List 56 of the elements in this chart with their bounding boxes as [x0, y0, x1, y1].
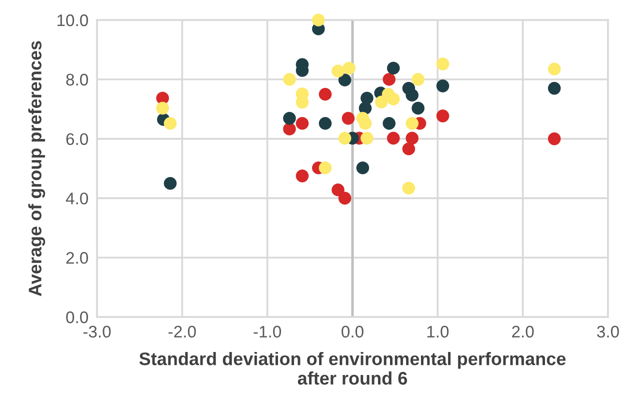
point [283, 122, 296, 136]
point [356, 162, 370, 174]
y-axis-title: Average of group preferences [28, 41, 46, 296]
point [386, 62, 400, 75]
point [360, 132, 374, 145]
point [382, 116, 396, 130]
x-axis-title: Standard deviation of environmental performance after round 6 [139, 352, 566, 385]
point [164, 176, 177, 190]
x-tick-label: 2.0 [512, 326, 534, 338]
point [406, 132, 419, 145]
point [296, 170, 309, 182]
point [436, 110, 450, 122]
x-tick-label: 3.0 [597, 326, 619, 338]
point [402, 142, 416, 156]
point [318, 88, 332, 101]
y-tick-label: 6.0 [66, 133, 88, 146]
point [358, 102, 372, 115]
point [318, 162, 332, 174]
point [412, 73, 424, 86]
point [386, 132, 400, 145]
y-tick-label: 8.0 [66, 74, 88, 86]
point [386, 92, 400, 106]
point [318, 116, 332, 130]
point [332, 64, 344, 78]
point [283, 73, 296, 86]
x-tick-label: -2.0 [168, 326, 196, 338]
y-tick-label: 2.0 [66, 252, 88, 264]
y-tick-label: 10.0 [58, 14, 88, 26]
point [436, 58, 450, 70]
point [164, 116, 177, 130]
point [338, 132, 352, 145]
point [412, 102, 424, 115]
point [338, 74, 352, 86]
point [548, 82, 561, 95]
point [342, 62, 356, 75]
x-tick-label: 0.0 [342, 326, 364, 338]
x-tick-label: 1.0 [427, 326, 449, 338]
point [283, 112, 296, 125]
point [156, 102, 169, 115]
point [382, 73, 396, 86]
x-tick-label: -1.0 [254, 326, 282, 338]
point [338, 192, 352, 205]
y-tick-label: 0.0 [66, 311, 88, 324]
point [406, 88, 419, 102]
point [358, 116, 372, 130]
point [312, 14, 325, 26]
point [332, 183, 344, 196]
y-tick-label: 4.0 [66, 192, 88, 204]
point [406, 116, 419, 130]
point [548, 132, 561, 146]
point [402, 182, 416, 195]
point [436, 80, 450, 92]
x-tick-label: -3.0 [83, 326, 111, 338]
point [296, 116, 309, 130]
point [548, 62, 561, 76]
point [342, 112, 355, 125]
